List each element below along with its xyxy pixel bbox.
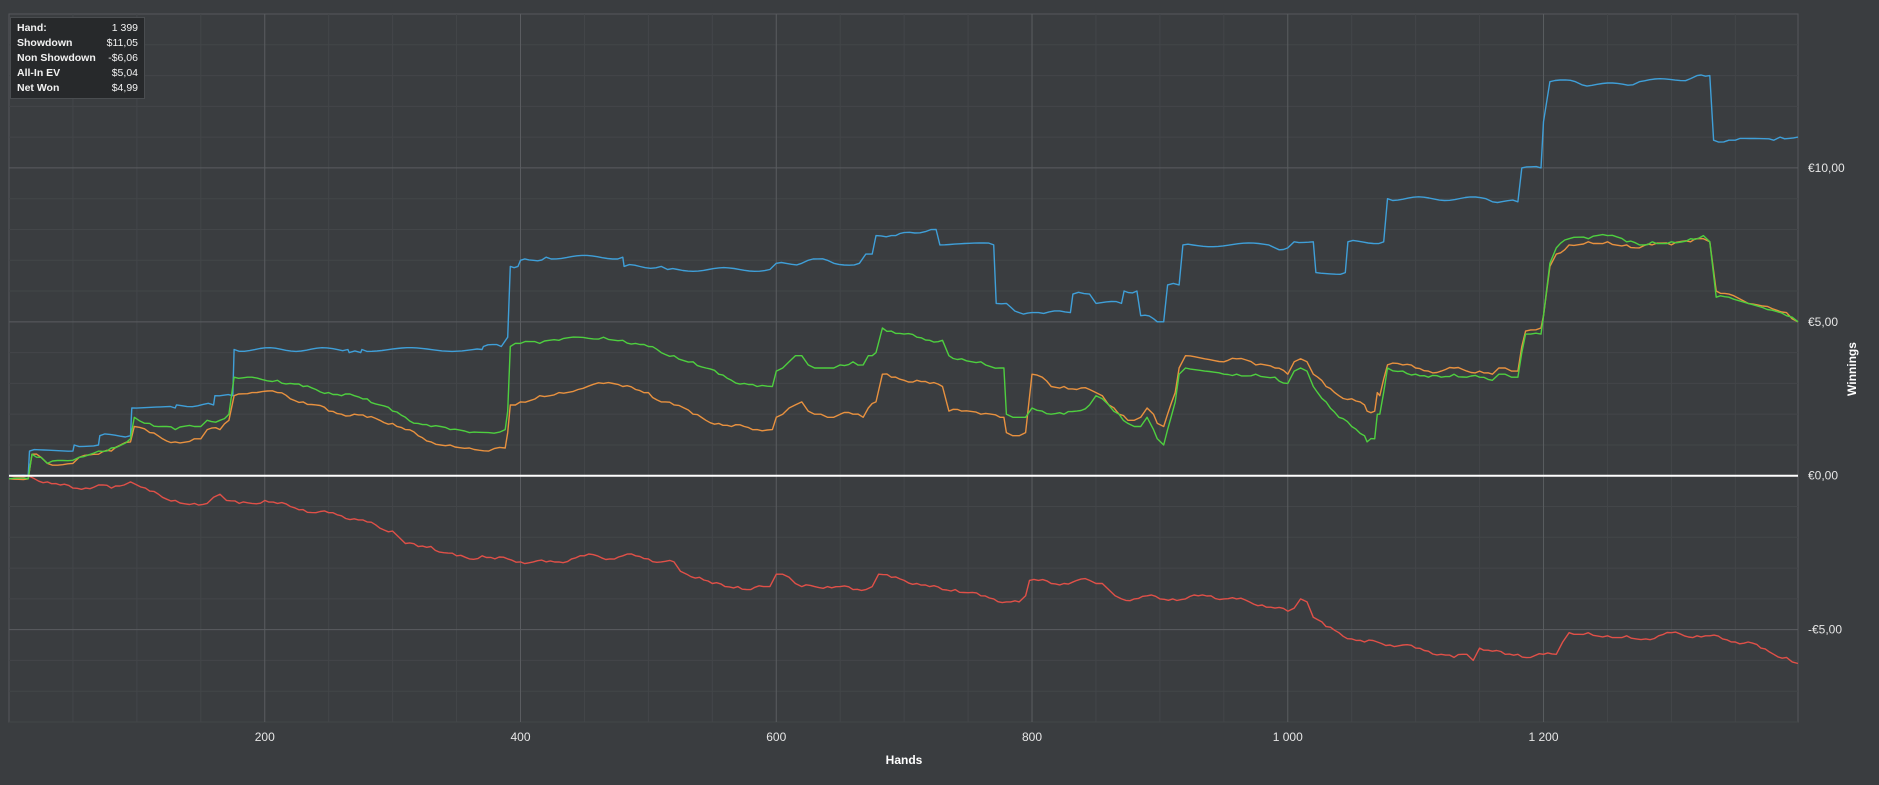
- y-tick-label: €10,00: [1808, 161, 1845, 175]
- stats-row: Net Won $4,99: [11, 81, 144, 96]
- series-line-3: [8, 233, 1799, 480]
- stats-value: $4,99: [111, 82, 138, 94]
- stats-label: Net Won: [17, 82, 60, 94]
- major-grid: [9, 14, 1798, 722]
- stats-row: Non Showdown -$6,06: [11, 51, 144, 66]
- x-tick-label: 200: [255, 730, 275, 744]
- stats-label: All-In EV: [17, 67, 61, 79]
- stats-value: 1 399: [111, 22, 138, 34]
- plot-area: [8, 13, 1799, 723]
- stats-label: Showdown: [17, 37, 73, 49]
- series-line-4: [8, 475, 1799, 665]
- stats-tooltip: Hand: 1 399 Showdown $11,05 Non Showdown -$6,…: [10, 17, 145, 99]
- y-tick-label: €5,00: [1808, 315, 1838, 329]
- x-tick-label: 1 000: [1273, 730, 1303, 744]
- y-tick-label: €0,00: [1808, 469, 1838, 483]
- series-line-1: [8, 74, 1799, 477]
- stats-value: $11,05: [106, 37, 138, 49]
- stats-label: Non Showdown: [17, 52, 96, 64]
- x-tick-label: 400: [510, 730, 530, 744]
- x-tick-label: 800: [1022, 730, 1042, 744]
- minor-grid: [9, 14, 1798, 723]
- x-tick-label: 1 200: [1529, 730, 1559, 744]
- series-layer: [8, 74, 1799, 665]
- stats-label: Hand:: [17, 22, 47, 34]
- y-axis-ticks: €10,00 €5,00 €0,00 -€5,00: [1808, 161, 1845, 637]
- stats-value: -$6,06: [108, 52, 138, 64]
- y-axis-title: Winnings: [1845, 342, 1859, 396]
- stats-row: Showdown $11,05: [11, 36, 144, 51]
- stats-row: Hand: 1 399: [11, 21, 144, 36]
- x-axis-title: Hands: [886, 753, 923, 767]
- stats-value: $5,04: [111, 67, 138, 79]
- x-tick-label: 600: [766, 730, 786, 744]
- x-axis-ticks: 200 400 600 800 1 000 1 200: [255, 730, 1559, 744]
- y-tick-label: -€5,00: [1808, 623, 1842, 637]
- stats-row: All-In EV $5,04: [11, 66, 144, 81]
- series-line-2: [8, 237, 1799, 481]
